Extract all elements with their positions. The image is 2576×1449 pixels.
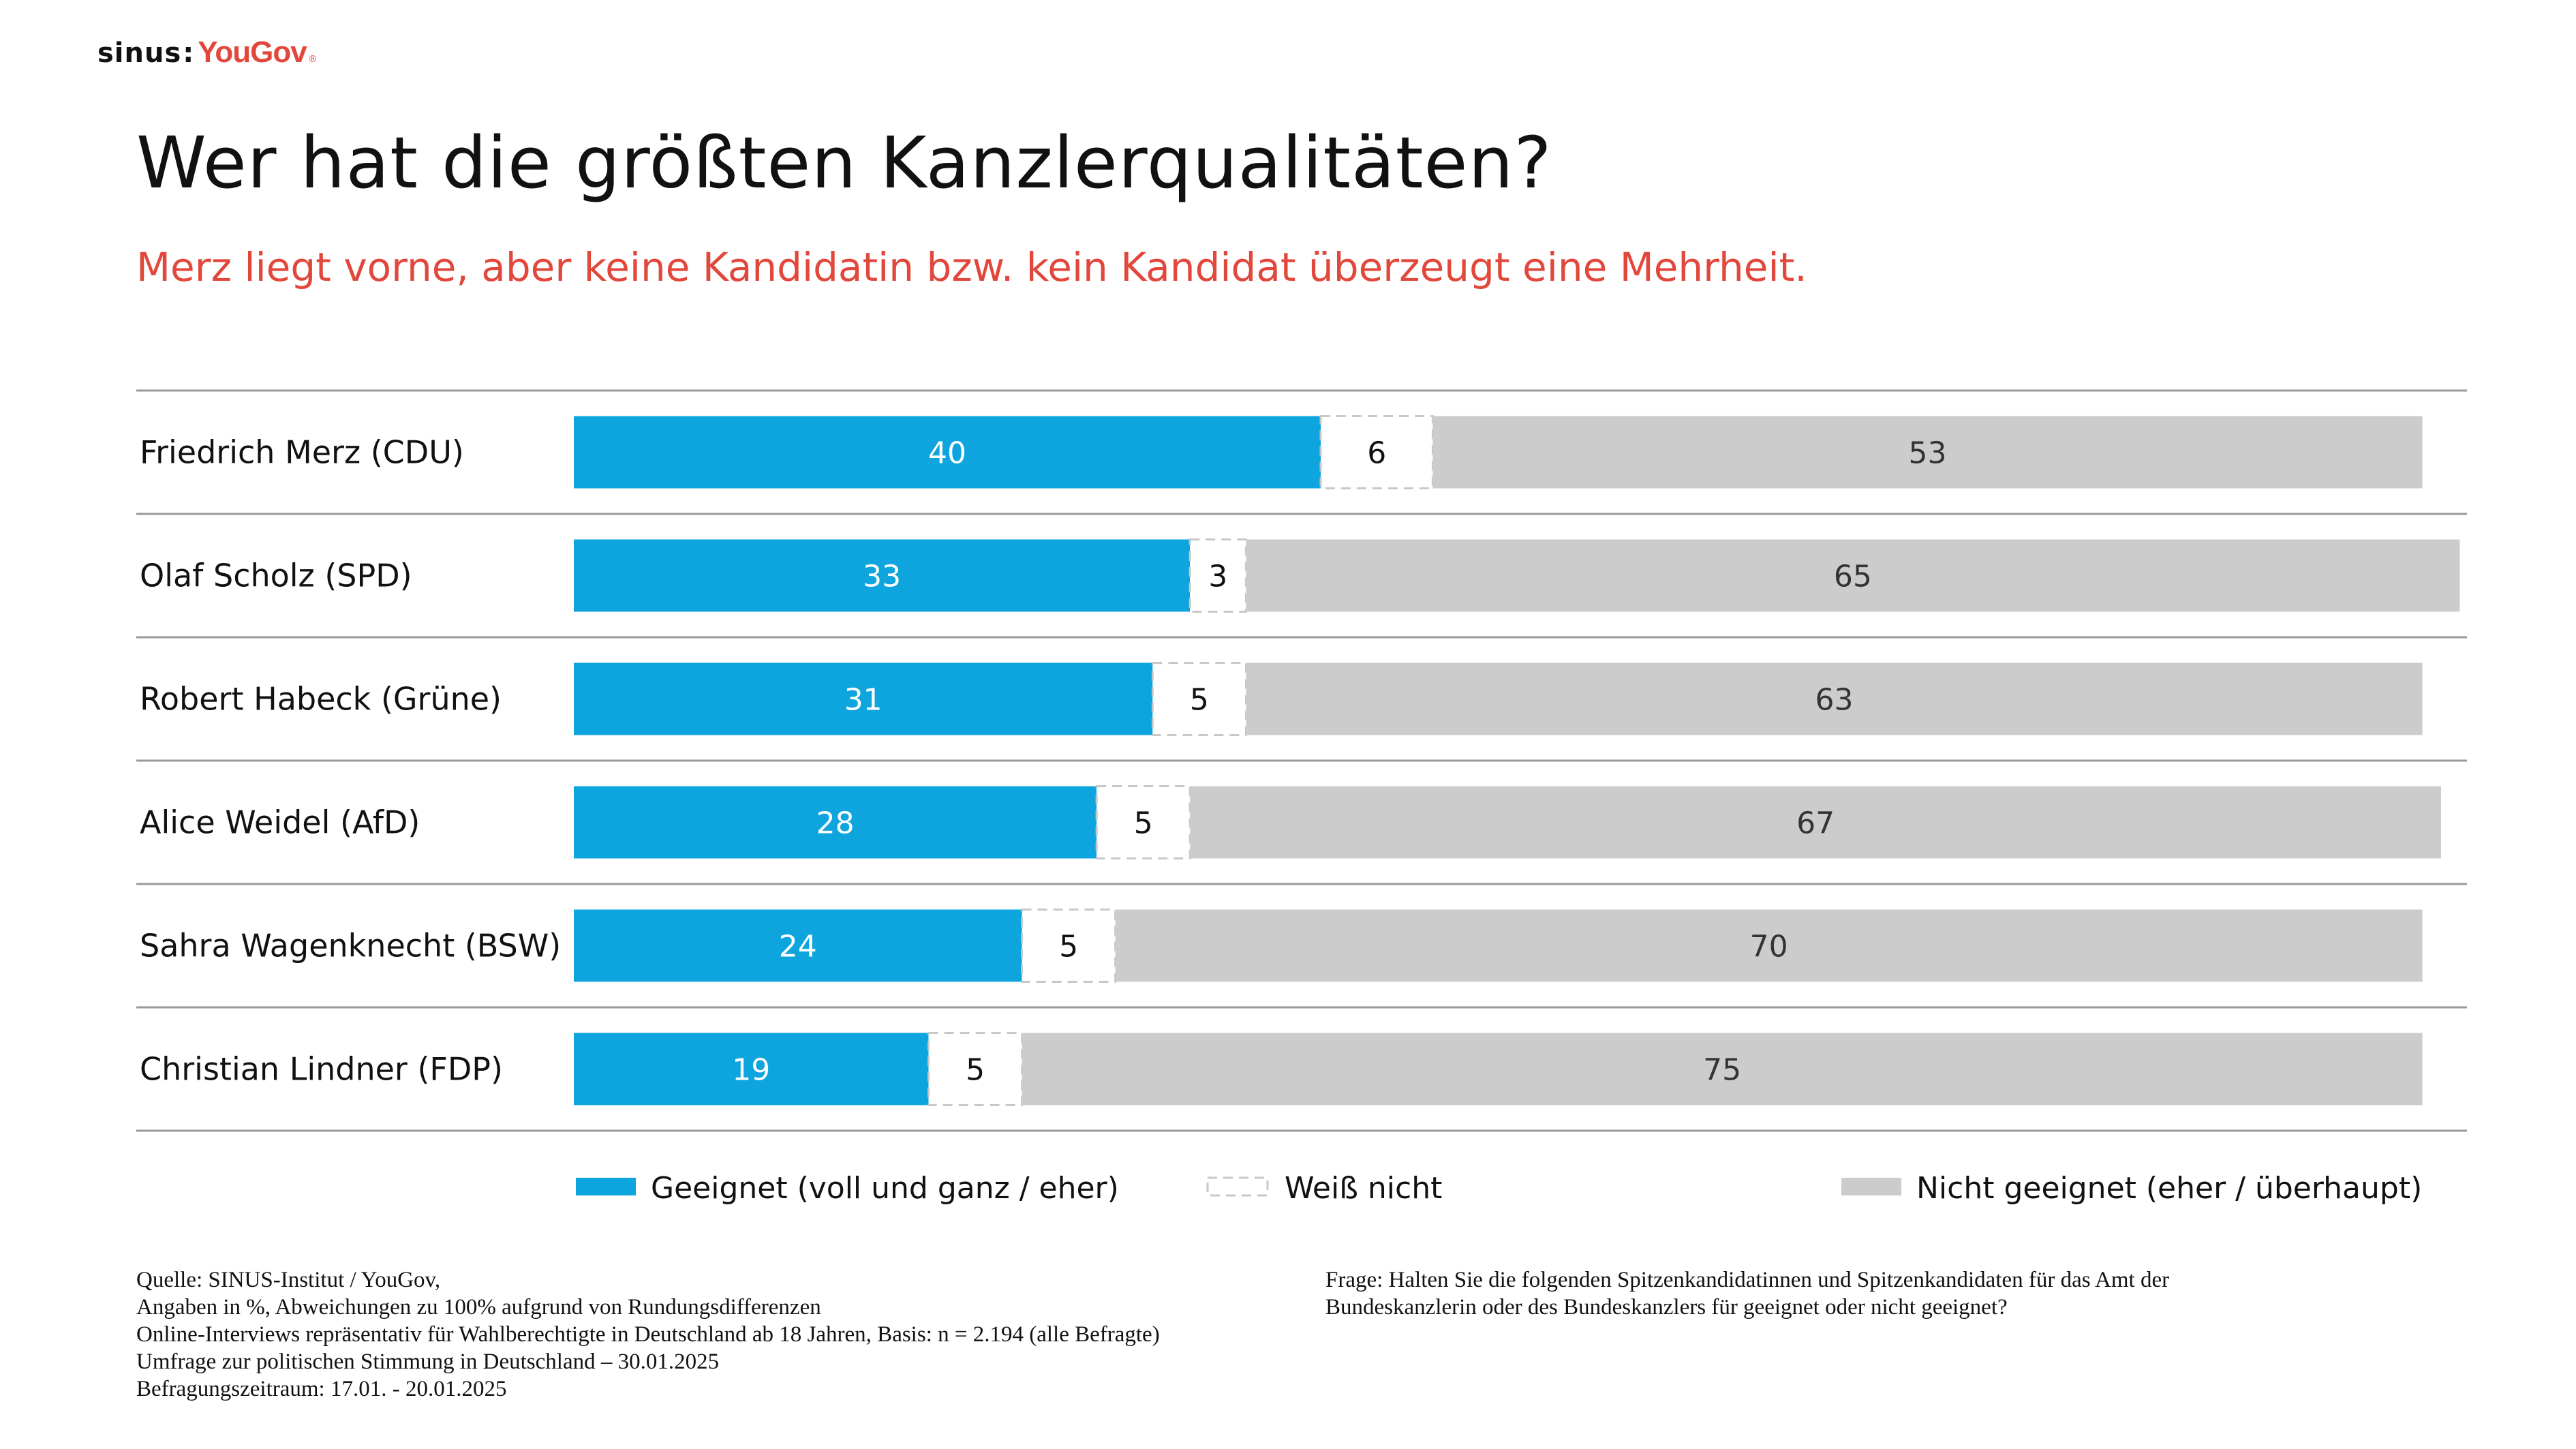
row-label: Alice Weidel (AfD) xyxy=(140,804,420,841)
method-note: Online-Interviews repräsentativ für Wahl… xyxy=(136,1322,1160,1347)
data-label: 33 xyxy=(863,560,901,594)
question-line-1: Frage: Halten Sie die folgenden Spitzenk… xyxy=(1325,1268,2170,1292)
data-label: 70 xyxy=(1750,930,1788,964)
chart-subtitle: Merz liegt vorne, aber keine Kandidatin … xyxy=(136,244,1807,290)
bar-segment xyxy=(574,539,1191,612)
data-label: 63 xyxy=(1815,683,1854,718)
legend-label: Geeignet (voll und ganz / eher) xyxy=(651,1171,1119,1206)
sinus-yougov-logo: sinus : YouGov ® xyxy=(97,35,318,76)
data-label: 5 xyxy=(1134,806,1153,841)
data-label: 65 xyxy=(1834,560,1872,594)
bar-segment xyxy=(574,786,1097,859)
question-text: Frage: Halten Sie die folgenden Spitzenk… xyxy=(1325,1266,2375,1321)
row-label: Friedrich Merz (CDU) xyxy=(140,434,464,471)
bar-segment xyxy=(1246,539,2460,612)
row-label: Olaf Scholz (SPD) xyxy=(140,558,412,594)
row-label: Robert Habeck (Grüne) xyxy=(140,681,502,718)
data-label: 31 xyxy=(844,683,883,718)
bar-segment xyxy=(574,909,1022,982)
data-label: 67 xyxy=(1796,806,1835,841)
data-label: 6 xyxy=(1367,436,1386,471)
legend-swatch xyxy=(1206,1176,1269,1197)
bar-segment xyxy=(1021,909,1117,983)
data-label: 3 xyxy=(1208,560,1227,594)
logo-sinus-text: sinus xyxy=(97,37,182,69)
bar-segment xyxy=(1115,909,2423,982)
bar-segment xyxy=(1151,662,1247,736)
survey-note: Umfrage zur politischen Stimmung in Deut… xyxy=(136,1349,720,1374)
data-label: 28 xyxy=(816,806,855,841)
fieldwork-period: Befragungszeitraum: 17.01. - 20.01.2025 xyxy=(136,1377,507,1401)
bar-segment xyxy=(574,416,1321,489)
units-note: Angaben in %, Abweichungen zu 100% aufgr… xyxy=(136,1295,821,1320)
source-line: Quelle: SINUS-Institut / YouGov, xyxy=(136,1268,441,1292)
row-label: Sahra Wagenknecht (BSW) xyxy=(140,928,561,964)
legend-swatch xyxy=(576,1178,636,1195)
chart-title: Wer hat die größten Kanzlerqualitäten? xyxy=(136,121,1552,204)
bar-segment xyxy=(1095,785,1191,859)
bar-segment xyxy=(1189,538,1247,613)
bar-segment xyxy=(574,662,1153,735)
question-line-2: Bundeskanzlerin oder des Bundeskanzlers … xyxy=(1325,1295,2008,1320)
legend-label: Weiß nicht xyxy=(1285,1171,1442,1206)
bar-segment xyxy=(1432,416,2423,489)
data-label: 24 xyxy=(779,930,817,964)
logo-registered-mark: ® xyxy=(307,54,318,65)
legend-swatch xyxy=(1841,1178,1901,1195)
legend-label: Nicht geeignet (eher / überhaupt) xyxy=(1916,1171,2422,1206)
data-label: 53 xyxy=(1909,436,1947,471)
data-label: 5 xyxy=(1059,930,1078,964)
row-label: Christian Lindner (FDP) xyxy=(140,1051,503,1088)
data-label: 75 xyxy=(1703,1053,1741,1088)
bar-segment xyxy=(1246,662,2423,735)
data-label: 5 xyxy=(966,1053,985,1088)
data-label: 5 xyxy=(1190,683,1209,718)
data-label: 19 xyxy=(732,1053,770,1088)
logo-separator: : xyxy=(183,37,194,69)
bar-segment xyxy=(1190,786,2441,859)
logo-yougov-text: YouGov xyxy=(198,35,307,69)
bar-segment xyxy=(574,1033,929,1105)
bar-segment xyxy=(1022,1033,2423,1105)
source-notes: Quelle: SINUS-Institut / YouGov, Angaben… xyxy=(136,1266,1160,1403)
data-label: 40 xyxy=(928,436,966,471)
